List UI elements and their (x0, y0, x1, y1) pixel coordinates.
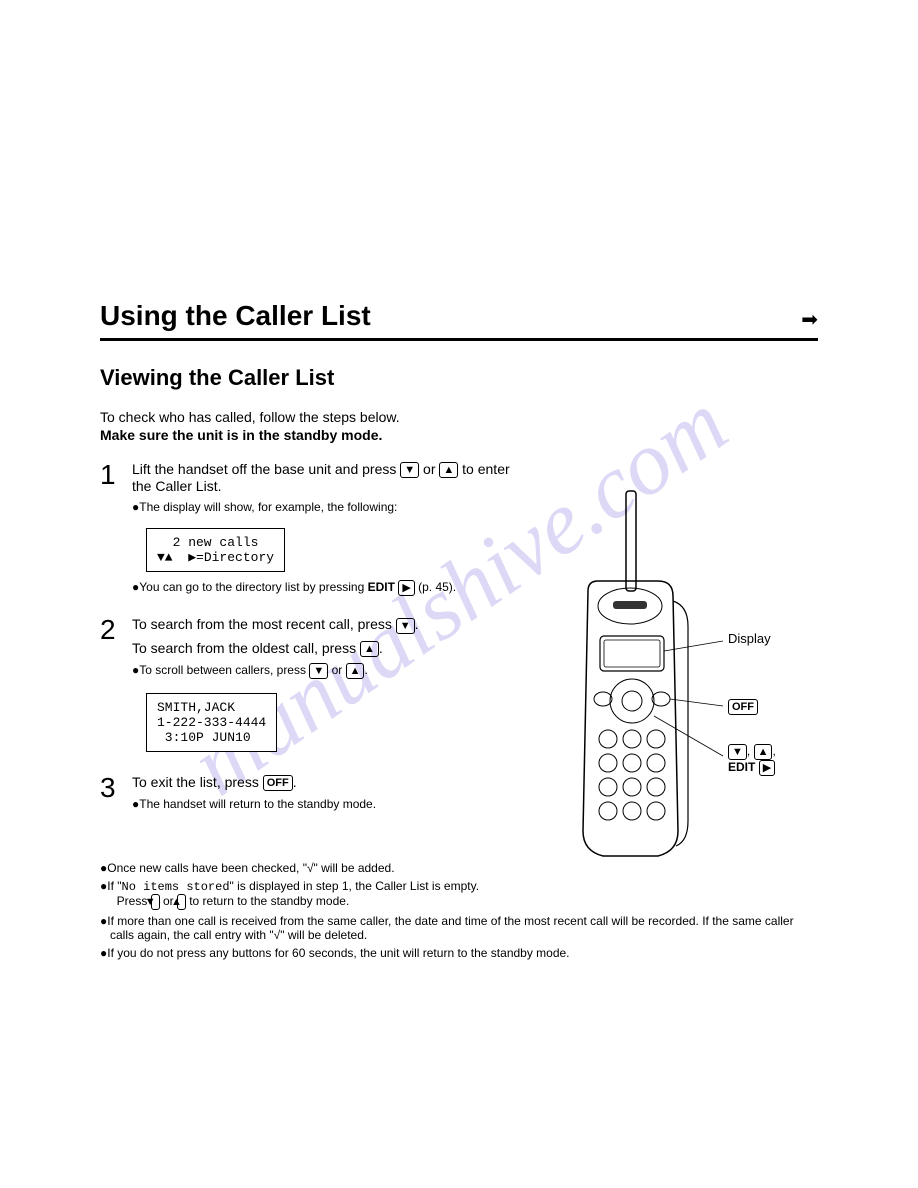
continue-arrow-icon: ➡ (801, 307, 818, 332)
step-1-number: 1 (100, 461, 120, 602)
step-1: 1 Lift the handset off the base unit and… (100, 461, 518, 602)
down-button-icon: ▼ (396, 618, 415, 634)
note-4: ●If you do not press any buttons for 60 … (100, 946, 818, 960)
intro-line-1: To check who has called, follow the step… (100, 409, 818, 425)
step-3-sub1: ●The handset will return to the standby … (132, 797, 518, 811)
intro-line-2: Make sure the unit is in the standby mod… (100, 427, 818, 443)
down-button-icon: ▼ (151, 894, 160, 910)
up-button-icon: ▲ (754, 744, 773, 760)
step-3-number: 3 (100, 774, 120, 817)
down-button-icon: ▼ (728, 744, 747, 760)
section-subtitle: Viewing the Caller List (100, 365, 818, 391)
off-button-icon: OFF (728, 699, 758, 715)
up-button-icon: ▲ (346, 663, 365, 679)
step-2: 2 To search from the most recent call, p… (100, 616, 518, 760)
down-button-icon: ▼ (400, 462, 419, 478)
steps-column: 1 Lift the handset off the base unit and… (100, 461, 518, 831)
up-button-icon: ▲ (177, 894, 186, 910)
play-button-icon: ▶ (398, 580, 414, 596)
step-2-sub1: ●To scroll between callers, press ▼ or ▲… (132, 663, 518, 679)
title-rule (100, 338, 818, 341)
step-2-text-a: To search from the most recent call, pre… (132, 616, 518, 633)
step-3: 3 To exit the list, press OFF. ●The hand… (100, 774, 518, 817)
up-button-icon: ▲ (439, 462, 458, 478)
step-1-sub1: ●The display will show, for example, the… (132, 500, 518, 514)
step-3-text: To exit the list, press OFF. (132, 774, 518, 791)
label-display: Display (728, 631, 771, 646)
label-off: OFF (728, 698, 758, 715)
phone-illustration-column: Display OFF ▼, ▲, EDIT ▶ (538, 461, 818, 831)
step-2-lcd: SMITH,JACK 1-222-333-4444 3:10P JUN10 (146, 693, 277, 752)
label-nav-buttons: ▼, ▲, EDIT ▶ (728, 744, 776, 776)
step-2-text-b: To search from the oldest call, press ▲. (132, 640, 518, 657)
off-button-icon: OFF (263, 775, 293, 791)
note-3: ●If more than one call is received from … (100, 914, 818, 942)
play-button-icon: ▶ (759, 760, 775, 776)
page-title: Using the Caller List (100, 300, 371, 332)
down-button-icon: ▼ (309, 663, 328, 679)
step-2-number: 2 (100, 616, 120, 760)
up-button-icon: ▲ (360, 641, 379, 657)
step-1-lcd: 2 new calls ▼▲ ▶=Directory (146, 528, 285, 572)
step-1-sub2: ●You can go to the directory list by pre… (132, 580, 518, 596)
step-1-text: Lift the handset off the base unit and p… (132, 461, 518, 494)
handset-illustration (538, 481, 818, 901)
